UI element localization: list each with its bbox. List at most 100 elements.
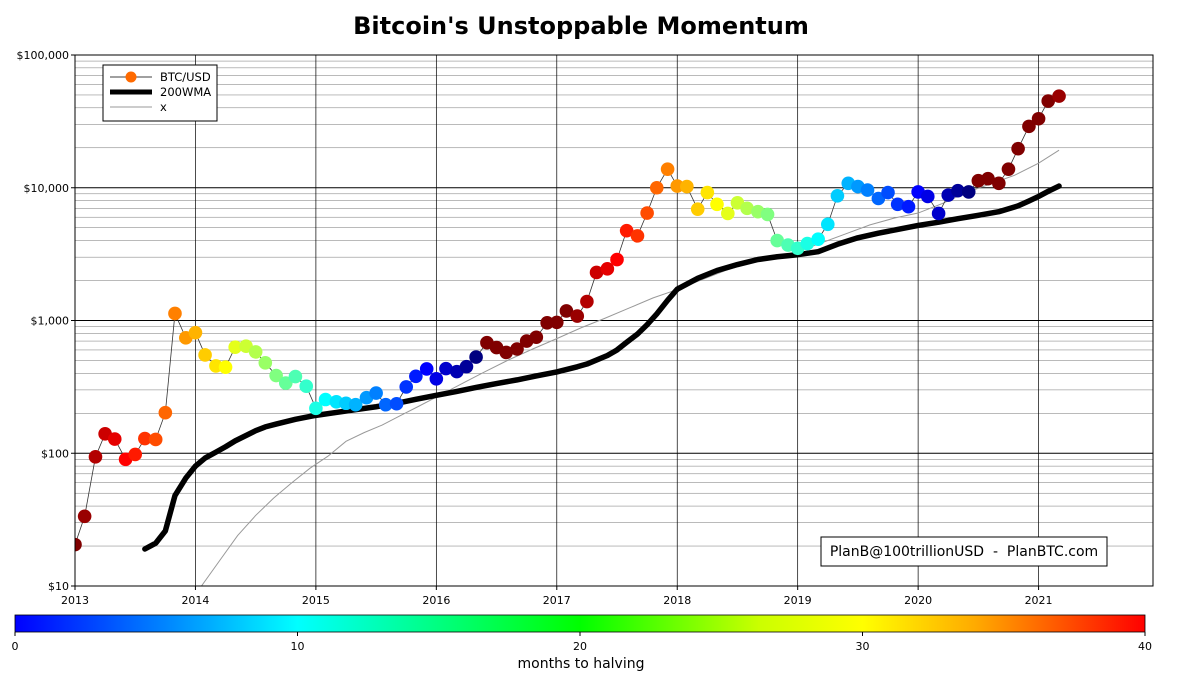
credit-annotation: PlanB@100trillionUSD - PlanBTC.com [820, 536, 1108, 567]
btc-point [348, 397, 363, 412]
btc-point [992, 176, 1006, 191]
x-tick-label: 2015 [302, 594, 330, 607]
x-tick-label: 2017 [543, 594, 571, 607]
btc-point [419, 362, 434, 376]
colorbar-tick-label: 10 [291, 640, 305, 653]
btc-point [77, 509, 92, 524]
btc-point [1031, 111, 1046, 126]
legend-label-wma: 200WMA [160, 85, 211, 99]
x-tick-label: 2018 [663, 594, 691, 607]
btc-point [690, 202, 705, 216]
btc-point [218, 360, 233, 374]
btc-point [619, 223, 634, 238]
series-x-line [201, 149, 1060, 586]
btc-point [981, 171, 995, 186]
btc-point [107, 432, 122, 446]
btc-point [469, 350, 483, 364]
btc-point [680, 179, 694, 194]
legend-label-btc: BTC/USD [160, 70, 211, 84]
series-200wma-line [142, 183, 1062, 552]
btc-point [198, 348, 212, 362]
btc-point [1001, 162, 1016, 176]
btc-point [399, 380, 414, 394]
btc-point [820, 217, 835, 232]
btc-point [168, 306, 182, 321]
x-tick-label: 2019 [784, 594, 812, 607]
btc-point [318, 392, 333, 407]
btc-point [309, 401, 323, 416]
grid [74, 54, 1153, 587]
btc-point [429, 371, 444, 386]
y-tick-label: $10,000 [24, 182, 70, 195]
btc-point [580, 294, 594, 309]
btc-point [740, 201, 754, 216]
legend-btc-marker [125, 71, 137, 83]
y-tick-label: $10 [48, 580, 69, 593]
btc-point [549, 315, 564, 330]
btc-point [529, 330, 544, 345]
btc-point [228, 340, 242, 354]
colorbar-label: months to halving [518, 656, 645, 672]
btc-point [931, 206, 946, 221]
btc-point [1041, 94, 1056, 108]
btc-point [499, 345, 513, 360]
btc-point [510, 342, 524, 356]
btc-point [1022, 119, 1036, 134]
btc-point [439, 361, 453, 376]
btc-point [459, 359, 474, 374]
btc-point [258, 356, 273, 370]
btc-point [660, 162, 675, 176]
colorbar-tick-label: 20 [573, 640, 587, 653]
btc-point [640, 206, 654, 220]
btc-point [890, 197, 905, 212]
btc-point [800, 236, 815, 251]
credit-text: PlanB@100trillionUSD - PlanBTC.com [830, 544, 1098, 560]
colorbar-gradient [14, 614, 1146, 633]
colorbar-tick-label: 0 [12, 640, 19, 653]
btc-point [378, 397, 393, 412]
btc-point [610, 252, 624, 267]
btc-point [721, 206, 735, 221]
btc-point [710, 197, 724, 212]
x-tick-label: 2020 [904, 594, 932, 607]
btc-point [88, 450, 103, 464]
btc-point [951, 183, 965, 198]
btc-point [1052, 89, 1066, 103]
btc-point [649, 180, 664, 195]
legend: BTC/USD 200WMA x [102, 64, 218, 122]
y-tick-label: $1,000 [31, 315, 70, 328]
btc-point [75, 537, 82, 552]
btc-point [920, 189, 935, 204]
btc-point [600, 262, 615, 276]
btc-point [570, 309, 585, 323]
btc-point [540, 316, 554, 330]
btc-point [770, 233, 785, 248]
btc-point [299, 379, 314, 393]
btc-point [1011, 141, 1025, 156]
colorbar-tick-label: 40 [1138, 640, 1152, 653]
btc-point [128, 447, 143, 462]
btc-point [589, 265, 604, 280]
btc-point [188, 325, 203, 340]
btc-point [369, 386, 383, 400]
x-tick-label: 2013 [61, 594, 89, 607]
credit-box [820, 536, 1108, 567]
btc-point [860, 183, 875, 197]
btc-point [158, 405, 173, 420]
btc-point [670, 179, 685, 193]
btc-point [288, 369, 303, 384]
btc-point [881, 185, 895, 200]
btc-point [389, 396, 404, 411]
btc-point [830, 188, 845, 203]
btc-point [278, 376, 293, 390]
chart-title: Bitcoin's Unstoppable Momentum [353, 12, 809, 40]
btc-point [630, 229, 645, 243]
btc-point [148, 432, 163, 447]
colorbar: 0 10 20 30 40 months to halving [12, 614, 1152, 672]
y-tick-label: $100 [41, 447, 69, 460]
x-tick-label: 2014 [181, 594, 209, 607]
btc-point [760, 207, 775, 222]
btc-point [901, 199, 916, 214]
y-tick-label: $100,000 [17, 49, 70, 62]
